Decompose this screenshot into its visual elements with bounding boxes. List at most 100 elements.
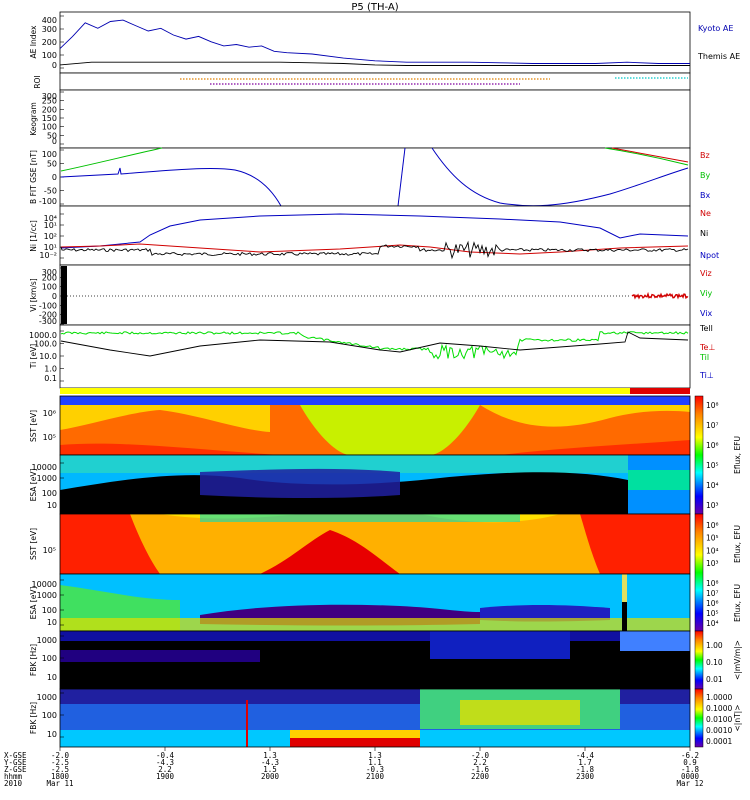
fbk1-cbtick-2: 0.01 — [706, 675, 723, 684]
mode-bar — [60, 388, 690, 394]
fbk1-ylabel: FBK [Hz] — [29, 644, 38, 676]
bottom-tick-3-y: 1.1 — [368, 758, 382, 767]
keogram-ytick-1: 250 — [42, 97, 57, 106]
bfield-ylabel: B FIT GSE [nT] — [29, 150, 38, 204]
bottom-tick-3-z: -0.3 — [366, 765, 384, 774]
bottom-tick-6-date: Mar 12 — [676, 779, 703, 788]
legend-viy: Viy — [700, 289, 713, 298]
esa1-ytick-2: 100 — [42, 489, 57, 498]
bottom-axis: X-GSEY-GSEZ-GSEhhmm2010-2.0-2.5-2.51800M… — [4, 747, 704, 788]
sst1-ylabel: SST [eV] — [29, 410, 38, 442]
bottom-tick-0-z: -2.5 — [51, 765, 69, 774]
by-line-right — [604, 147, 689, 166]
fbk1-ytick-0: 1000 — [37, 636, 57, 645]
esa2-cbtick-3: 10⁵ — [706, 609, 719, 618]
legend-npot: Npot — [700, 251, 719, 260]
legend-viz: Viz — [700, 269, 712, 278]
temperature-ytick-1: 100.0 — [34, 340, 57, 349]
panel-temperature: Ti [eV] 1000.0100.0 10.0 1.00.1 Tell Te⊥ T… — [29, 324, 715, 389]
ni-line — [60, 240, 689, 260]
bfield-ytick-2: 0 — [52, 173, 57, 182]
esa1-cbtick-5: 10³ — [706, 501, 719, 510]
bottom-tick-3-x: 1.3 — [368, 751, 382, 760]
bottom-row-label-1: Y-GSE — [4, 758, 27, 767]
fbk2-ytick-1: 100 — [42, 711, 57, 720]
velocity-ylabel: Vi [km/s] — [29, 278, 38, 311]
velocity-ytick-6: -300 — [39, 317, 57, 326]
bottom-tick-1-z: 2.2 — [158, 765, 172, 774]
sst2-cbtick-3: 10³ — [706, 559, 719, 568]
temperature-ytick-3: 1.0 — [44, 365, 57, 374]
panel-esa2: ESA [eV] 10000 1000 100 10 — [29, 573, 691, 632]
colorbars: 10⁸10⁷10⁶10⁵10⁴10³10⁶10⁵10⁴10³10⁸10⁷10⁶1… — [694, 395, 742, 748]
bottom-tick-4-x: -2.0 — [471, 751, 490, 760]
velocity-ytick-1: 200 — [42, 273, 57, 282]
bottom-tick-5-z: -1.8 — [576, 765, 595, 774]
ae-ylabel: AE Index — [29, 25, 38, 58]
legend-bx: Bx — [700, 191, 710, 200]
panel-esa1: ESA [eV] 10000 1000 100 10 — [29, 454, 691, 515]
sst1-ytick-1: 10⁵ — [43, 433, 56, 442]
bottom-tick-4-z: -1.6 — [471, 765, 490, 774]
te-line — [60, 331, 689, 357]
esa1-cbtick-2: 10⁶ — [706, 441, 719, 450]
fbk2-cbtick-1: 0.1000 — [706, 704, 732, 713]
bottom-tick-0-date: Mar 11 — [46, 779, 73, 788]
keogram-ylabel: Keogram — [29, 102, 38, 136]
fbk2-ylabel: FBK [Hz] — [29, 702, 38, 734]
bottom-tick-4-y: 2.2 — [473, 758, 487, 767]
legend-til: Til — [699, 353, 709, 362]
esa2-cbtick-0: 10⁸ — [706, 579, 719, 588]
bottom-tick-2-y: -4.3 — [261, 758, 279, 767]
legend-bz: Bz — [700, 151, 710, 160]
sst1-ytick-0: 10⁶ — [43, 409, 56, 418]
sst2-colorbar-label: Eflux, EFU — [733, 525, 742, 563]
bottom-row-label-0: X-GSE — [4, 751, 27, 760]
legend-ne: Ne — [700, 209, 711, 218]
bottom-tick-1-x: -0.4 — [156, 751, 175, 760]
density-ylabel: Ni [1/cc] — [29, 220, 38, 252]
fbk2-ytick-0: 1000 — [37, 693, 57, 702]
temperature-yticks: 1000.0100.0 10.0 1.00.1 — [29, 330, 64, 383]
fbk1-colorbar-label: <|mV/m|> — [733, 640, 742, 680]
esa1-ytick-1: 1000 — [37, 474, 57, 483]
fbk2-cbtick-2: 0.0100 — [706, 715, 732, 724]
keogram-ytick-3: 150 — [42, 114, 57, 123]
bz-line-right — [611, 147, 689, 163]
keogram-ytick-6: 0 — [52, 137, 57, 146]
bx-line-mid2 — [431, 147, 689, 207]
esa1-cbtick-3: 10⁵ — [706, 461, 719, 470]
esa2-ytick-3: 10 — [47, 618, 57, 627]
keogram-ytick-0: 300 — [42, 92, 57, 101]
esa2-ytick-2: 100 — [42, 606, 57, 615]
esa1-ytick-0: 10000 — [32, 463, 57, 472]
density-ytick-3: 10¹ — [44, 243, 57, 252]
fbk1-ytick-2: 10 — [47, 673, 57, 682]
bfield-ytick-0: 100 — [42, 150, 57, 159]
esa2-ytick-1: 1000 — [37, 591, 57, 600]
legend-vix: Vix — [700, 309, 713, 318]
density-ytick-4: 10⁻² — [39, 251, 57, 260]
esa1-cbtick-1: 10⁷ — [706, 421, 719, 430]
ti-line — [60, 331, 689, 360]
bottom-tick-0-x: -2.0 — [51, 751, 70, 760]
bottom-row-label-3: hhmm — [4, 772, 23, 781]
panel-sst1: SST [eV] 10⁶ 10⁵ — [29, 395, 691, 456]
bottom-tick-5-hhmm: 2300 — [576, 772, 595, 781]
ae-ytick-0: 400 — [42, 16, 57, 25]
bottom-tick-6-z: -1.8 — [681, 765, 700, 774]
fbk2-ytick-2: 10 — [47, 730, 57, 739]
density-ytick-1: 10¹ — [44, 221, 57, 230]
sst2-cbtick-0: 10⁶ — [706, 521, 719, 530]
viz-line — [631, 291, 689, 300]
bottom-tick-6-x: -6.2 — [681, 751, 699, 760]
fbk1-ytick-1: 100 — [42, 654, 57, 663]
esa2-ytick-0: 10000 — [32, 580, 57, 589]
fbk1-yticks: 1000 100 10 — [37, 635, 64, 682]
